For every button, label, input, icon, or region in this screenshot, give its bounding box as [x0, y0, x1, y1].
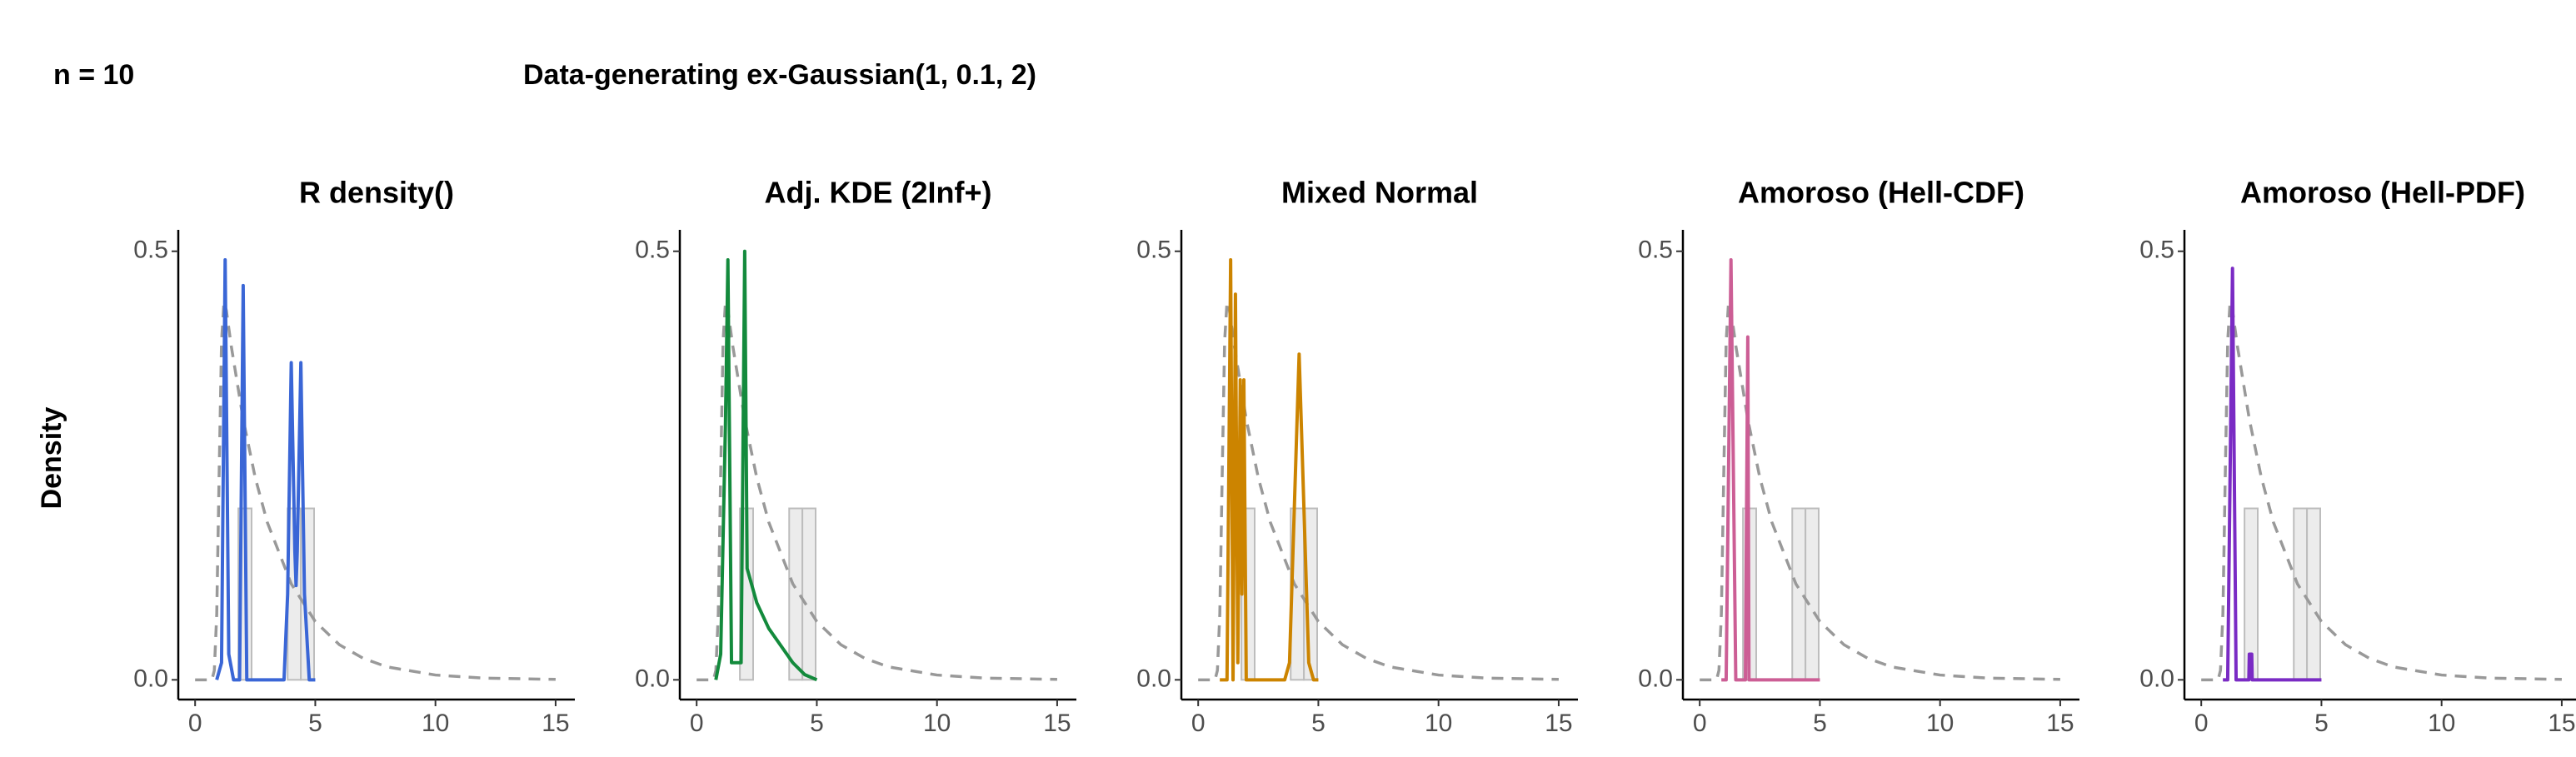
- histogram-bar: [788, 507, 804, 681]
- panel-title: R density(): [299, 176, 454, 210]
- y-tick-label: 0.0: [1638, 665, 1673, 692]
- estimated-density: [1220, 258, 1319, 682]
- y-tick-label: 0.5: [2139, 237, 2174, 264]
- x-tick-label: 0: [690, 710, 704, 737]
- y-tick-label: 0.0: [635, 665, 670, 692]
- reference-density: [2201, 301, 2562, 682]
- x-tick-label: 10: [1425, 710, 1452, 737]
- y-axis-label: Density: [36, 407, 67, 510]
- x-tick-label: 10: [1926, 710, 1954, 737]
- estimated-density: [215, 258, 316, 682]
- sample-size: n = 10: [53, 59, 134, 91]
- x-tick-label: 10: [923, 710, 951, 737]
- reference-density: [195, 301, 556, 682]
- panel-title: Mixed Normal: [1281, 176, 1478, 210]
- reference-density: [1700, 301, 2060, 682]
- x-tick-label: 0: [188, 710, 202, 737]
- histogram-bar: [1791, 507, 1807, 681]
- y-tick-label: 0.5: [1638, 237, 1673, 264]
- histogram-bar: [801, 507, 816, 681]
- x-tick-label: 0: [2194, 710, 2209, 737]
- reference-density: [1198, 301, 1559, 682]
- histogram-bar: [2306, 507, 2321, 681]
- chart-title: Data-generating ex-Gaussian(1, 0.1, 2): [523, 59, 1036, 91]
- x-tick-label: 5: [1311, 710, 1325, 737]
- x-tick-label: 15: [2548, 710, 2575, 737]
- y-tick-label: 0.0: [1136, 665, 1171, 692]
- x-tick-label: 15: [1043, 710, 1071, 737]
- y-tick-label: 0.0: [133, 665, 168, 692]
- y-tick-label: 0.0: [2139, 665, 2174, 692]
- x-tick-label: 0: [1191, 710, 1206, 737]
- y-tick-label: 0.5: [133, 237, 168, 264]
- histogram-bar: [2293, 507, 2309, 681]
- x-tick-label: 5: [810, 710, 824, 737]
- panel-title: Amoroso (Hell-PDF): [2240, 176, 2525, 210]
- histogram-bar: [1805, 507, 1820, 681]
- y-tick-label: 0.5: [1136, 237, 1171, 264]
- x-tick-label: 15: [2046, 710, 2074, 737]
- estimated-density: [714, 249, 818, 682]
- x-tick-label: 5: [308, 710, 322, 737]
- x-tick-label: 10: [2428, 710, 2455, 737]
- x-tick-label: 15: [542, 710, 569, 737]
- estimated-density: [2223, 266, 2322, 682]
- panel-title: Adj. KDE (2Inf+): [764, 176, 991, 210]
- x-tick-label: 15: [1545, 710, 1572, 737]
- panel-title: Amoroso (Hell-CDF): [1738, 176, 2024, 210]
- estimated-density: [1721, 258, 1820, 682]
- reference-density: [696, 301, 1057, 682]
- x-tick-label: 10: [422, 710, 449, 737]
- x-tick-label: 0: [1693, 710, 1707, 737]
- x-tick-label: 5: [2314, 710, 2329, 737]
- y-tick-label: 0.5: [635, 237, 670, 264]
- x-tick-label: 5: [1813, 710, 1827, 737]
